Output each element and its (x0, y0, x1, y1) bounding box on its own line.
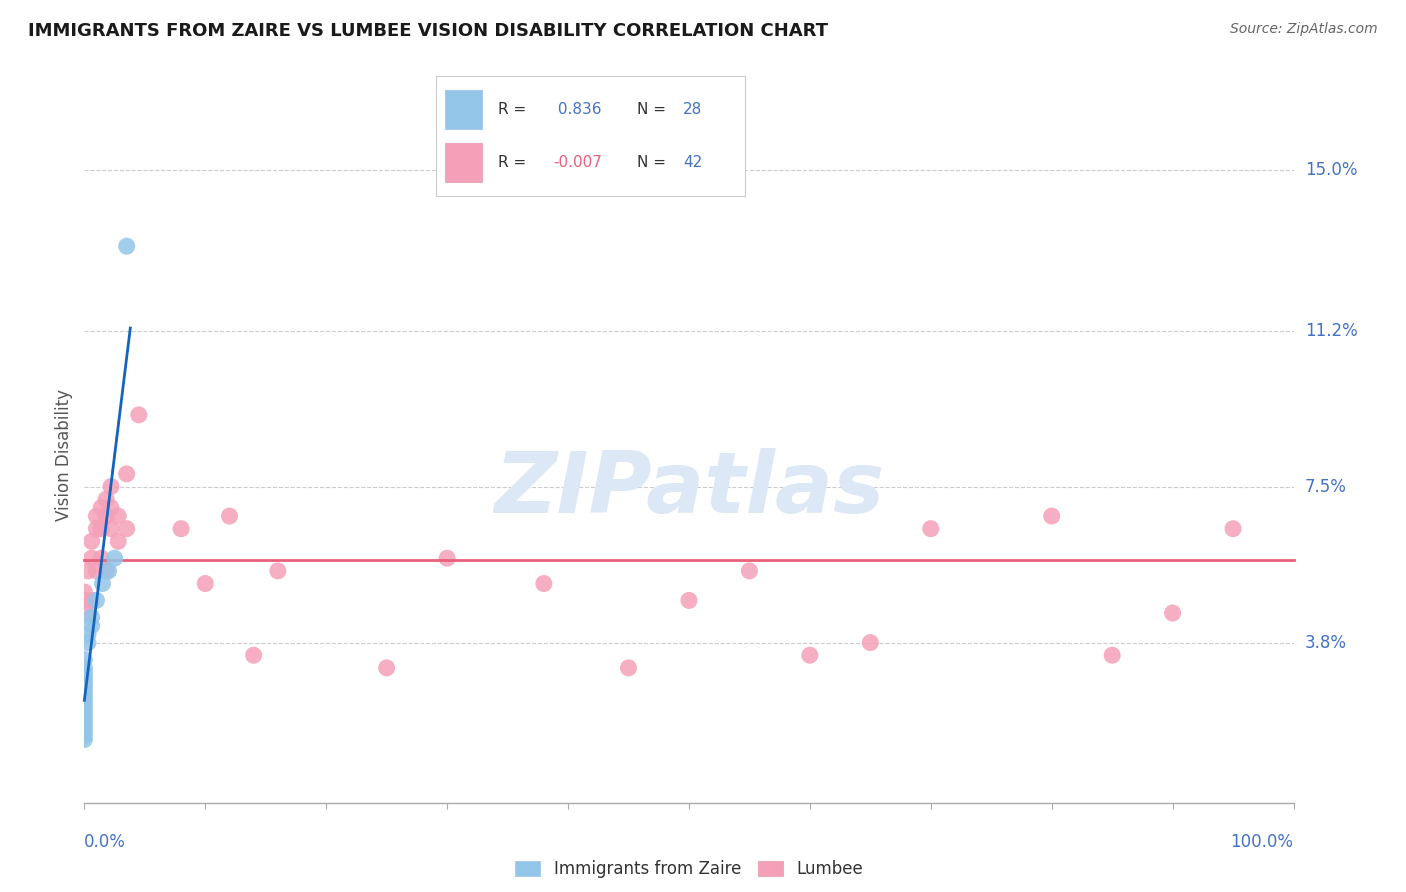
Point (100, 479, 122, 493)
Point (115, 239, 138, 253)
Text: 15.0%: 15.0% (1305, 161, 1357, 179)
Text: 7.5%: 7.5% (1305, 477, 1347, 496)
Point (77, 635, 100, 649)
Point (73, 703, 96, 717)
Point (77, 627, 100, 641)
Point (128, 408, 150, 422)
Text: ZIPatlas: ZIPatlas (494, 448, 884, 532)
Point (90, 500, 112, 515)
Point (107, 534, 129, 549)
Point (91, 576, 114, 591)
Point (94, 492, 117, 507)
Text: 3.8%: 3.8% (1305, 633, 1347, 651)
Point (80, 618, 103, 632)
Point (94, 564, 117, 578)
Point (104, 551, 127, 566)
Text: R =: R = (498, 102, 526, 117)
Point (73, 673, 96, 688)
Point (73, 585, 96, 599)
Point (73, 695, 96, 709)
Point (86, 593, 108, 607)
Point (73, 724, 96, 739)
Point (267, 564, 290, 578)
Point (90, 551, 112, 566)
Point (73, 681, 96, 696)
Text: 0.836: 0.836 (554, 102, 602, 117)
Point (73, 690, 96, 705)
Text: Source: ZipAtlas.com: Source: ZipAtlas.com (1230, 22, 1378, 37)
Point (80, 593, 103, 607)
Point (1040, 509, 1063, 524)
Point (77, 564, 100, 578)
Point (920, 522, 942, 536)
Point (170, 522, 193, 536)
Point (94, 509, 117, 524)
Point (80, 534, 103, 549)
Point (73, 661, 96, 675)
Point (218, 509, 240, 524)
FancyBboxPatch shape (446, 144, 482, 182)
Point (73, 732, 96, 747)
Point (86, 564, 108, 578)
Point (617, 661, 640, 675)
Text: 28: 28 (683, 102, 703, 117)
Point (73, 678, 96, 692)
Text: 42: 42 (683, 155, 703, 170)
Point (738, 564, 761, 578)
Point (86, 509, 108, 524)
Point (77, 606, 100, 620)
Point (859, 635, 882, 649)
Text: IMMIGRANTS FROM ZAIRE VS LUMBEE VISION DISABILITY CORRELATION CHART: IMMIGRANTS FROM ZAIRE VS LUMBEE VISION D… (28, 22, 828, 40)
Point (1222, 522, 1244, 536)
Text: 100.0%: 100.0% (1230, 833, 1294, 851)
Point (73, 728, 96, 742)
Point (107, 509, 129, 524)
Point (436, 551, 458, 566)
Point (73, 686, 96, 700)
Point (100, 522, 122, 536)
Point (97, 564, 120, 578)
Point (678, 593, 700, 607)
Text: N =: N = (637, 102, 666, 117)
Point (73, 593, 96, 607)
Text: N =: N = (637, 155, 666, 170)
Point (73, 669, 96, 683)
Point (73, 698, 96, 713)
Y-axis label: Vision Disability: Vision Disability (55, 389, 73, 521)
Point (86, 522, 108, 536)
Point (799, 648, 821, 663)
Point (375, 661, 398, 675)
Point (73, 665, 96, 679)
Point (194, 576, 217, 591)
Point (80, 551, 103, 566)
Point (100, 500, 122, 515)
Text: R =: R = (498, 155, 526, 170)
Point (115, 522, 138, 536)
Point (533, 576, 555, 591)
Text: -0.007: -0.007 (554, 155, 602, 170)
Point (1161, 606, 1184, 620)
FancyBboxPatch shape (446, 90, 482, 128)
Legend: Immigrants from Zaire, Lumbee: Immigrants from Zaire, Lumbee (509, 854, 869, 885)
Point (115, 467, 138, 481)
Point (73, 720, 96, 734)
Point (1101, 648, 1123, 663)
Point (90, 522, 112, 536)
Point (73, 652, 96, 666)
Point (242, 648, 264, 663)
Point (73, 707, 96, 722)
Text: 11.2%: 11.2% (1305, 321, 1357, 340)
Text: 0.0%: 0.0% (84, 833, 127, 851)
Point (73, 715, 96, 730)
Point (73, 711, 96, 725)
Point (80, 610, 103, 624)
